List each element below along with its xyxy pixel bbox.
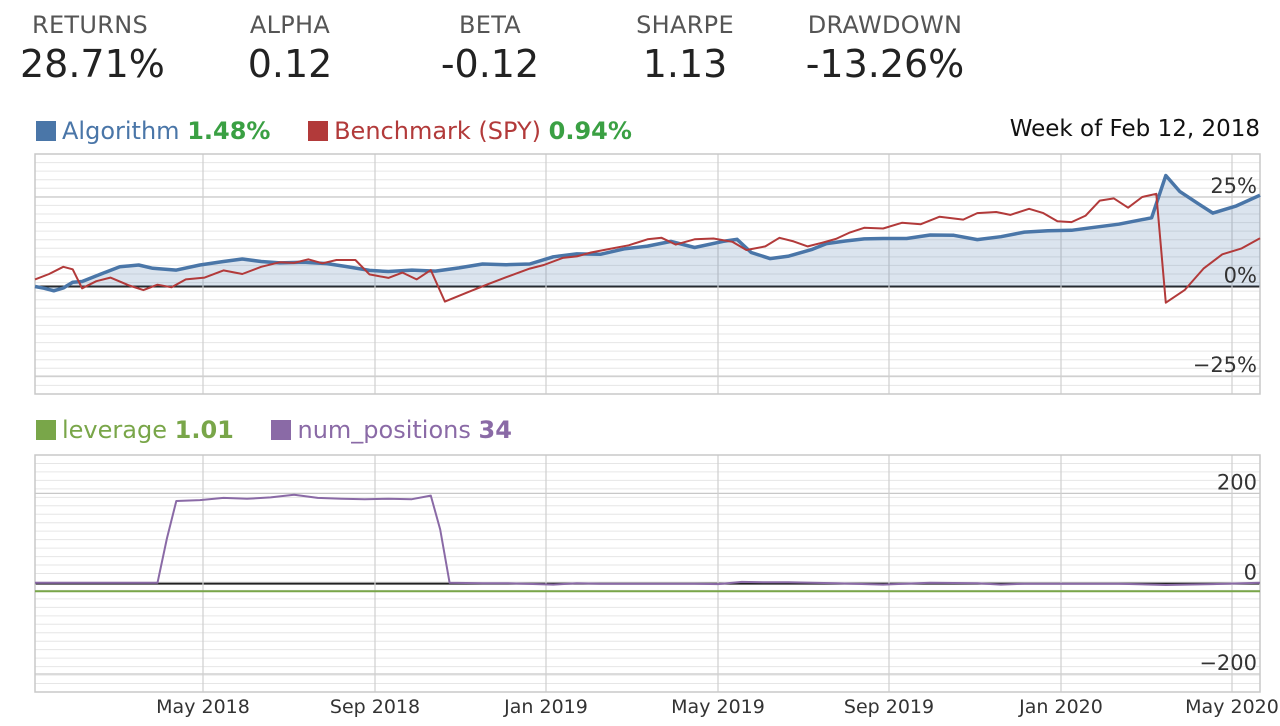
legend-item-num-positions[interactable]: num_positions 34: [271, 416, 512, 444]
legend-value-benchmark: 0.94%: [548, 117, 632, 145]
legend-value-algorithm: 1.48%: [187, 117, 271, 145]
y-tick-label: 0: [1244, 561, 1257, 585]
x-tick-label: May 2018: [156, 696, 250, 718]
metric-sharpe: SHARPE 1.13: [630, 10, 740, 88]
legend-item-leverage[interactable]: leverage 1.01: [36, 416, 241, 444]
plot-frame: [34, 454, 1261, 693]
legend-label-leverage: leverage: [62, 416, 167, 444]
series-area-algorithm: [35, 175, 1260, 291]
y-tick-label: 0%: [1224, 264, 1257, 288]
x-tick-label: May 2019: [671, 696, 765, 718]
metric-value: 1.13: [642, 42, 728, 86]
legend-label-num-positions: num_positions: [297, 416, 471, 444]
legend-label-benchmark: Benchmark (SPY): [334, 117, 541, 145]
metric-drawdown: DRAWDOWN -13.26%: [800, 10, 970, 88]
series-line-num-positions: [35, 493, 1261, 586]
legend-label-algorithm: Algorithm: [62, 117, 180, 145]
metric-label: SHARPE: [636, 11, 734, 39]
x-tick-label: Jan 2020: [1018, 696, 1103, 718]
metric-returns: RETURNS 28.71%: [20, 10, 165, 88]
num-positions-swatch: [271, 420, 292, 440]
series-line-benchmark-spy-: [34, 192, 1261, 304]
metric-value: -0.12: [440, 42, 540, 86]
metric-label: DRAWDOWN: [807, 11, 963, 39]
returns-legend: Algorithm 1.48% Benchmark (SPY) 0.94%: [36, 116, 662, 146]
metric-value: 28.71%: [20, 42, 165, 86]
metric-value: -13.26%: [805, 42, 965, 86]
y-tick-label: 200: [1217, 470, 1257, 494]
algorithm-swatch: [36, 121, 56, 141]
plot-frame: [34, 153, 1261, 395]
leverage-swatch: [36, 420, 56, 440]
metric-label: ALPHA: [249, 11, 331, 39]
series-line-algorithm: [34, 173, 1261, 293]
metric-label: RETURNS: [31, 11, 149, 39]
metric-value: 0.12: [247, 42, 333, 86]
metric-beta: BETA -0.12: [425, 10, 555, 88]
y-tick-label: 25%: [1210, 174, 1257, 198]
x-tick-label: Jan 2019: [503, 696, 588, 718]
x-tick-label: Sep 2018: [330, 696, 420, 718]
benchmark-swatch: [308, 121, 329, 141]
y-tick-label: −200: [1199, 651, 1257, 675]
week-label: Week of Feb 12, 2018: [1009, 116, 1260, 142]
metric-alpha: ALPHA 0.12: [230, 10, 350, 88]
legend-item-algorithm[interactable]: Algorithm 1.48%: [36, 117, 278, 145]
x-tick-label: May 2020: [1185, 696, 1279, 718]
metric-label: BETA: [458, 11, 522, 39]
legend-value-num-positions: 34: [478, 416, 512, 444]
legend-item-benchmark[interactable]: Benchmark (SPY) 0.94%: [308, 117, 632, 145]
x-tick-label: Sep 2019: [844, 696, 934, 718]
y-tick-label: −25%: [1193, 353, 1257, 377]
exposure-legend: leverage 1.01 num_positions 34: [36, 415, 542, 445]
legend-value-leverage: 1.01: [174, 416, 234, 444]
